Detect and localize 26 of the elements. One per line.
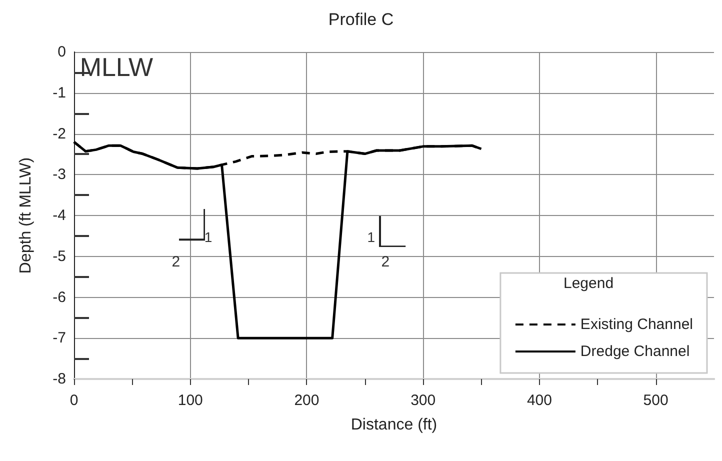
y-tick-label: -3 [52,166,66,184]
chart-title: Profile C [328,10,394,29]
y-tick-label: -1 [52,84,66,102]
legend-label: Existing Channel [580,316,694,333]
y-tick-label: -2 [52,125,66,142]
legend-label: Dredge Channel [580,343,690,360]
annotation: 2 [172,253,180,270]
y-axis-title: Depth (ft MLLW) [18,157,34,274]
x-axis-title: Distance (ft) [350,416,438,434]
y-tick-label: -8 [52,370,66,388]
x-tick-label: 500 [643,392,668,409]
annotation: 1 [204,228,212,245]
x-tick-label: 0 [70,392,78,409]
annotation: MLLW [80,52,154,82]
y-tick-label: -6 [52,288,66,306]
x-tick-label: 200 [294,392,320,409]
x-tick-label: 100 [178,392,203,409]
x-tick-label: 400 [526,392,552,409]
annotation: 2 [381,253,390,270]
y-tick-label: -7 [52,330,66,347]
y-tick-label: 0 [58,44,66,60]
y-tick-label: -4 [52,207,66,224]
y-tick-label: -5 [52,248,66,265]
annotation: 1 [367,228,376,245]
legend-title: Legend [564,275,614,292]
x-tick-label: 300 [410,392,436,409]
